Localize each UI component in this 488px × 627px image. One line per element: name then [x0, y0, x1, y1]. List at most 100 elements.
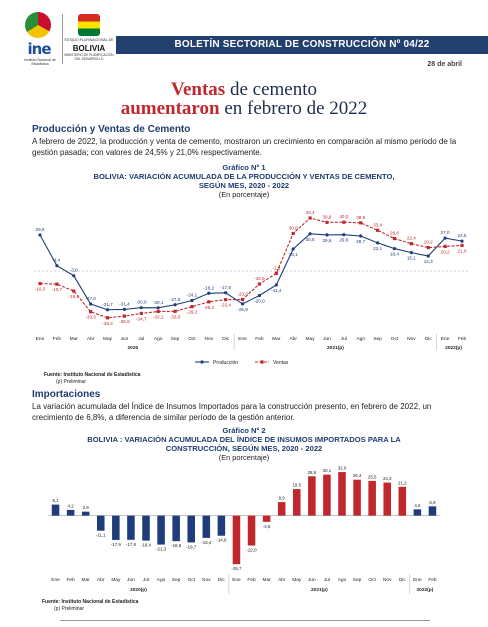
chart2-value-label: 9,9: [279, 496, 286, 501]
chart2-bar: [428, 506, 437, 516]
chart1-label-ventas: -16,4: [69, 294, 80, 299]
chart1-label-produccion: 4,4: [54, 258, 61, 263]
chart1-point-ventas: [105, 316, 110, 320]
chart1-point-produccion: [376, 241, 380, 245]
chart1-point-ventas: [156, 309, 160, 314]
chart1-year-label: 2022(p): [445, 345, 462, 351]
chart2-bar: [338, 472, 346, 516]
footer-divider: [60, 620, 430, 621]
ine-logo: ine Instituto Nacional de Estadística: [22, 12, 56, 68]
chart1-label-ventas: -38,3: [102, 321, 113, 326]
chart2-value-label: 26,4: [353, 473, 362, 478]
chart1-label-ventas: -10,7: [52, 287, 63, 292]
country-name: BOLIVIA: [72, 44, 106, 53]
chart1-label-ventas: -23,3: [237, 292, 248, 297]
chart2-year-label: 2022(p): [417, 587, 434, 593]
chart1-source-text: Fuente: Instituto Nacional de Estadístic…: [44, 372, 141, 378]
chart1-label-produccion: -31,7: [102, 302, 113, 307]
chart2-tick-label: Mar: [262, 577, 271, 583]
chart2-value-label: -14,8: [216, 538, 227, 543]
chart2-value-label: -35,7: [231, 566, 242, 571]
chart2-bar: [112, 515, 120, 540]
chart1-point-ventas: [55, 282, 59, 286]
chart2-tick-label: Jul: [324, 577, 330, 583]
headline-bold1: Ventas: [171, 79, 226, 100]
chart1-label-ventas: 30,8: [289, 225, 298, 230]
section2-text: La variación acumulada del Índice de Ins…: [32, 402, 432, 422]
chart1-point-ventas: [173, 309, 177, 313]
chart2-value-label: 4,2: [68, 503, 75, 508]
chart1-label-produccion: 29,8: [339, 238, 348, 243]
chart1-point-produccion: [89, 302, 93, 306]
chart1-tick-label: May: [103, 336, 113, 342]
chart1-point-produccion: [224, 291, 228, 295]
chart1-label-produccion: 15,1: [407, 256, 416, 261]
chart2-bar: [51, 504, 60, 516]
chart2-value-label: -19,7: [186, 544, 197, 549]
chart2-source-text: Fuente: Instituto Nacional de Estadístic…: [42, 599, 139, 605]
chart1-year-label: 2020: [128, 345, 139, 351]
chart1-label-ventas: -33,1: [153, 314, 164, 319]
chart1-label-produccion: -30,0: [136, 300, 147, 305]
chart1-tick-label: Sep: [373, 336, 382, 342]
chart2-tick-label: Nov: [383, 577, 392, 583]
chart2-tick-label: Jun: [308, 577, 316, 583]
chart1-point-ventas: [359, 221, 363, 225]
chart2-bar: [413, 509, 422, 516]
chart1-label-ventas: 39,9: [322, 214, 331, 219]
chart1-legend-marker-produccion: [200, 360, 204, 364]
chart1-point-ventas: [308, 216, 312, 220]
chart1-point-produccion: [409, 251, 413, 255]
bulletin-title: BOLETÍN SECTORIAL DE CONSTRUCCIÓN Nº 04/…: [174, 39, 430, 50]
chart1-label-produccion: 12,3: [424, 259, 433, 264]
chart1-label-ventas: 20,2: [441, 249, 450, 254]
chart1-point-ventas: [376, 228, 380, 232]
headline-rest1: de cemento: [225, 79, 317, 100]
chart1-label-produccion: 28,7: [356, 239, 365, 244]
chart1-label-produccion: -20,0: [254, 298, 265, 303]
chart1-tick-label: Oct: [391, 336, 399, 342]
chart2-bar: [323, 474, 331, 516]
chart2-value-label: 30,1: [323, 468, 332, 473]
chart2: 8,14,2 2,9-11,1-17,9 -17,8 -18,4-21,3-18,8-…: [48, 466, 440, 594]
chart1-tick-label: Ene: [441, 336, 450, 342]
chart1-label-produccion: -11,4: [271, 288, 282, 293]
chart2-value-label: 19,5: [292, 483, 301, 488]
chart1-tick-label: Mar: [272, 336, 281, 342]
ine-logo-text: ine: [27, 40, 52, 58]
chart1-label-produccion: 18,4: [390, 252, 399, 257]
chart2-tick-label: Jun: [127, 577, 135, 583]
chart2-value-label: -18,4: [141, 543, 152, 548]
chart1-tick-label: Jun: [121, 336, 129, 342]
section1-heading: Producción y Ventas de Cemento: [32, 124, 191, 135]
chart1-point-produccion: [443, 236, 447, 240]
chart1-point-produccion: [325, 233, 329, 237]
chart1-point-produccion: [156, 306, 160, 310]
chart1-label: Gráfico Nº 1: [222, 163, 266, 172]
chart1-point-ventas: [342, 220, 346, 224]
chart1-label-ventas: 33,4: [373, 222, 382, 227]
chart1-label-ventas: 40,0: [339, 214, 348, 219]
chart2-tick-label: Nov: [202, 577, 211, 583]
chart2-tick-label: Ago: [157, 577, 166, 583]
chart1-point-produccion: [291, 247, 295, 251]
chart2-tick-label: Abr: [97, 577, 105, 583]
chart1-point-produccion: [308, 232, 312, 236]
chart1-tick-label: Feb: [458, 336, 467, 342]
chart1-tick-label: Feb: [53, 336, 62, 342]
chart1-point-produccion: [122, 307, 126, 311]
chart1-point-produccion: [207, 291, 211, 295]
chart1-point-ventas: [274, 271, 278, 275]
chart2-value-label: 28,9: [308, 470, 317, 475]
chart2-bar: [81, 511, 90, 516]
chart1-tick-label: Nov: [407, 336, 416, 342]
chart2-tick-label: Abr: [278, 577, 286, 583]
chart1-subtitle: (En porcentaje): [218, 190, 270, 199]
chart1-label-ventas: 26,6: [390, 231, 399, 236]
chart2-tick-label: Dic: [399, 577, 407, 583]
chart1-point-ventas: [460, 243, 464, 248]
chart2-bar: [127, 515, 135, 540]
chart2-value-label: 6,8: [429, 500, 436, 505]
chart1-tick-label: May: [306, 336, 316, 342]
chart1-label-produccion: -3,8: [70, 268, 78, 273]
